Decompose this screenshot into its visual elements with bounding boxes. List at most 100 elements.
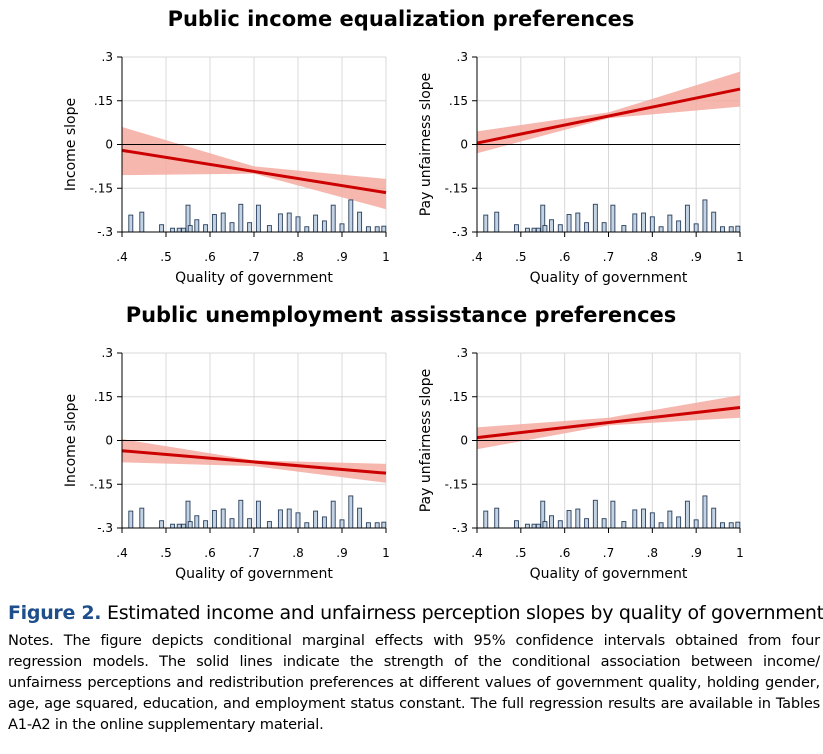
slope-line — [476, 406, 741, 440]
x-tick-label: .4 — [116, 250, 127, 264]
histogram-bar — [483, 214, 489, 233]
caption-title: Estimated income and unfairness percepti… — [106, 602, 823, 624]
x-tick-label: .7 — [603, 546, 614, 560]
slope-line — [121, 449, 387, 475]
figure-label: Figure 2. — [8, 602, 102, 624]
confidence-band — [477, 71, 740, 154]
histogram-bar — [524, 523, 530, 529]
histogram-bar — [187, 225, 193, 233]
figure-panels: Public income equalization preferences P… — [63, 7, 744, 582]
histogram-bar — [542, 521, 548, 529]
histogram-bar — [610, 500, 616, 529]
y-axis-title: Income slope — [63, 394, 79, 487]
y-tick-label: .3 — [102, 346, 113, 360]
histogram-bar — [247, 518, 253, 529]
histogram-bar — [159, 520, 165, 529]
x-tick-label: .6 — [204, 250, 215, 264]
histogram-bar — [667, 214, 673, 233]
histogram-bar — [735, 521, 741, 529]
histogram-bar — [601, 518, 607, 529]
histogram-bar — [295, 216, 301, 233]
histogram-bar — [255, 500, 261, 529]
histogram-bar — [693, 223, 699, 233]
y-tick-label: .3 — [457, 346, 468, 360]
histogram-bar — [728, 226, 734, 233]
caption-notes: Notes. The figure depicts conditional ma… — [8, 632, 820, 733]
histogram-bar — [348, 199, 354, 233]
histogram-bar — [357, 507, 363, 529]
x-tick-label: .5 — [160, 546, 171, 560]
y-tick-label: 0 — [460, 434, 468, 448]
x-tick-label: .5 — [515, 250, 526, 264]
histogram-bar — [649, 216, 655, 233]
y-tick-label: .15 — [449, 94, 468, 108]
y-tick-label: 0 — [460, 138, 468, 152]
histogram-bar — [313, 510, 319, 529]
histogram-bar — [684, 500, 690, 529]
y-tick-label: 0 — [105, 434, 113, 448]
x-tick-label: .7 — [248, 250, 259, 264]
histogram-bar — [277, 213, 283, 233]
histogram-bar — [693, 519, 699, 529]
x-tick-label: .6 — [559, 250, 570, 264]
histogram-bar — [313, 214, 319, 233]
histogram-bar — [211, 510, 217, 529]
histogram-bar — [621, 225, 627, 233]
y-tick-label: -.3 — [97, 521, 113, 535]
histogram-bar — [181, 227, 187, 233]
histogram-bar — [381, 225, 387, 233]
histogram-bar — [357, 211, 363, 233]
figure-caption: Figure 2. Estimated income and unfairnes… — [8, 602, 823, 735]
histogram-bar — [514, 224, 519, 233]
x-tick-label: .6 — [204, 546, 215, 560]
histogram-bar — [170, 227, 176, 233]
histogram-bar — [601, 222, 607, 233]
x-tick-label: .7 — [248, 546, 259, 560]
histogram-bar — [535, 523, 541, 529]
y-tick-label: .15 — [449, 390, 468, 404]
x-tick-label: .8 — [292, 250, 303, 264]
histogram-bar — [321, 516, 327, 529]
y-tick-label: -.15 — [90, 181, 113, 195]
histogram-bar — [676, 516, 682, 529]
histogram-bar — [286, 212, 292, 233]
histogram-bar — [632, 509, 638, 529]
x-tick-label: .9 — [336, 546, 347, 560]
x-tick-label: .8 — [647, 250, 658, 264]
histogram-bar — [277, 509, 283, 529]
histogram-bar — [632, 213, 638, 233]
histogram-bar — [365, 522, 371, 529]
histogram-bar — [247, 222, 253, 233]
histogram-bar — [286, 508, 292, 529]
histogram-bar — [304, 522, 310, 529]
x-tick-label: .9 — [336, 250, 347, 264]
slope-line — [476, 87, 741, 145]
histogram-bar — [549, 219, 554, 233]
histogram-bar — [735, 225, 741, 233]
histogram-bar — [531, 523, 537, 529]
y-tick-label: .15 — [94, 390, 113, 404]
histogram-bar — [483, 510, 489, 529]
histogram-bar — [266, 521, 272, 529]
y-tick-label: -.15 — [445, 181, 468, 195]
histogram-bar — [220, 508, 226, 529]
histogram-bar — [211, 214, 217, 233]
histogram-bar — [194, 515, 200, 529]
histogram-bar — [658, 522, 664, 529]
histogram-bar — [684, 204, 690, 233]
x-tick-label: .6 — [559, 546, 570, 560]
histogram-bar — [339, 519, 345, 529]
histogram-bar — [128, 214, 134, 233]
y-tick-label: -.15 — [90, 477, 113, 491]
histogram-bar — [711, 507, 717, 529]
x-tick-label: .9 — [690, 250, 701, 264]
histogram-bar — [203, 224, 209, 233]
y-tick-label: -.3 — [452, 225, 468, 239]
histogram-bar — [139, 211, 145, 233]
histogram-bar — [514, 520, 519, 529]
histogram-bar — [702, 495, 708, 529]
histogram-bar — [641, 508, 647, 529]
histogram-bar — [641, 212, 647, 233]
x-axis-title: Quality of government — [530, 270, 688, 286]
x-tick-label: 1 — [736, 546, 744, 560]
